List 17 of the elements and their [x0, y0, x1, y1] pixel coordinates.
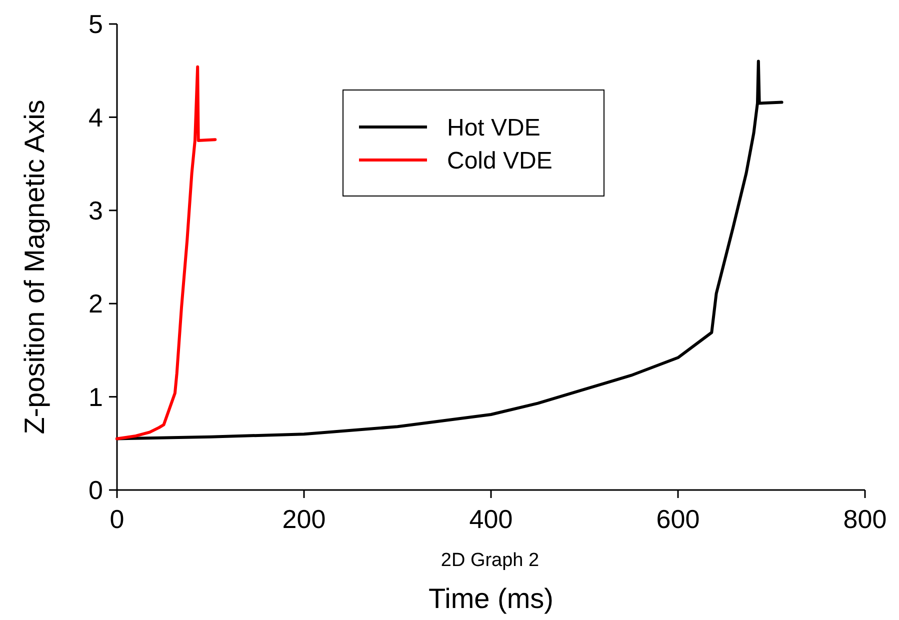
y-tick-label: 3 — [88, 196, 103, 226]
y-tick-label: 5 — [88, 9, 103, 40]
x-tick-label: 400 — [469, 504, 513, 534]
text: 2D Graph 2 — [440, 550, 540, 571]
y-axis-title: Z-position of Magnetic Axis — [19, 100, 50, 434]
x-tick-label: 200 — [282, 504, 326, 534]
x-tick-label: 0 — [110, 504, 124, 534]
legend-label: Hot VDE — [447, 114, 540, 142]
x-axis-title: Time (ms) — [428, 583, 554, 614]
legend-label: Cold VDE — [447, 147, 552, 174]
x-tick-label: 600 — [656, 504, 700, 534]
y-tick-label: 4 — [88, 102, 103, 132]
x-tick-label: 800 — [843, 504, 887, 534]
y-tick-label: 0 — [88, 475, 103, 506]
line-series — [116, 65, 217, 440]
y-tick-label: 2 — [88, 288, 103, 319]
y-tick-label: 1 — [88, 382, 103, 412]
